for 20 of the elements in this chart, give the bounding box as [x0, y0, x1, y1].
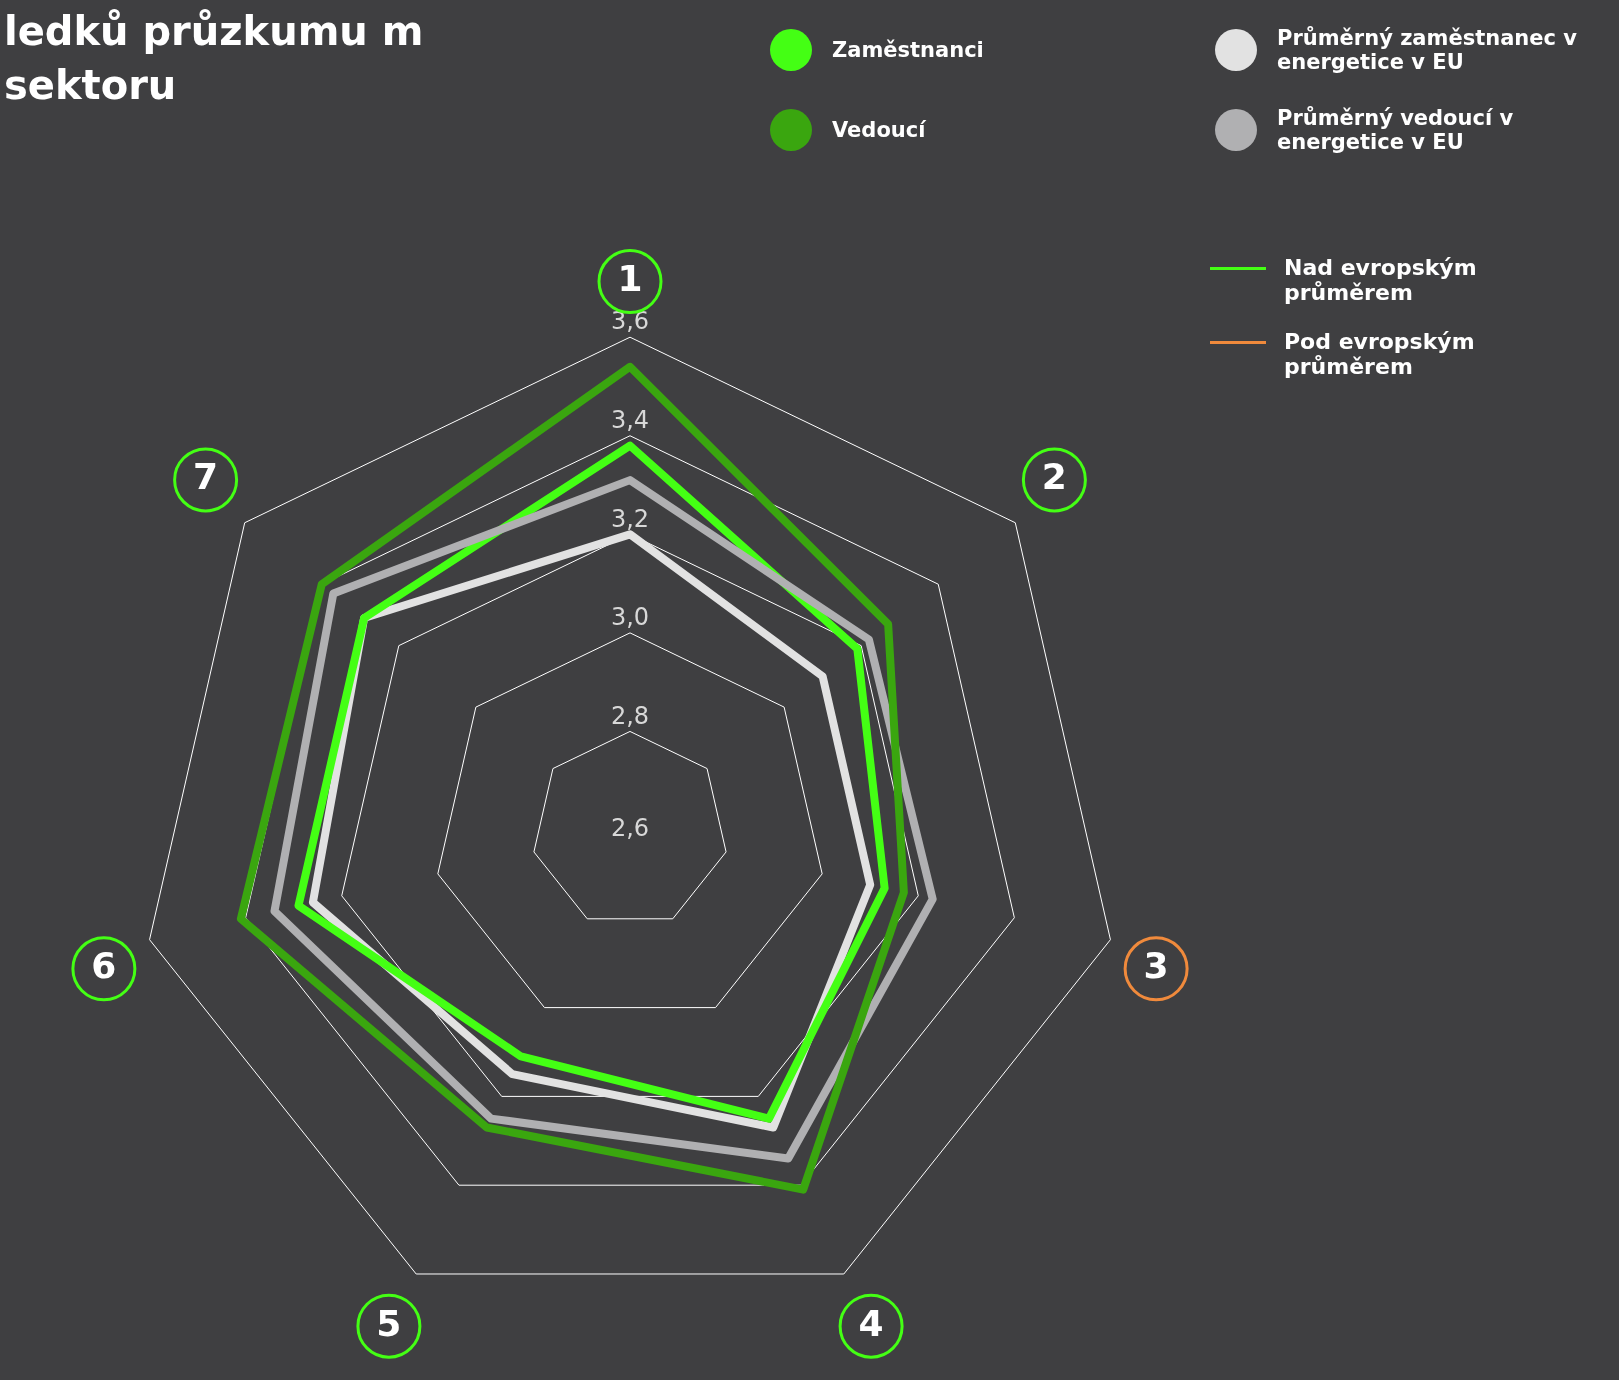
spoke-label: 4 — [858, 1302, 884, 1344]
spoke-label: 5 — [376, 1302, 402, 1344]
spoke-label: 1 — [617, 257, 643, 299]
legend-label: Zaměstnanci — [832, 38, 984, 62]
chart-title: ledků průzkumu m sektoru — [4, 7, 425, 110]
y-tick-label: 3,2 — [610, 504, 650, 533]
legend-label: Průměrný vedoucí v energetice v EU — [1277, 106, 1515, 154]
spoke-label: 3 — [1143, 945, 1169, 987]
spoke-label: 7 — [193, 456, 219, 498]
legend-label: Průměrný zaměstnanec v energetice v EU — [1277, 26, 1578, 74]
text: Nad evropským průměrem — [1284, 255, 1478, 305]
legend-label: Vedoucí — [832, 118, 926, 142]
spoke-label: 6 — [91, 945, 117, 987]
text: Pod evropským průměrem — [1284, 329, 1476, 379]
y-tick-label: 3,4 — [610, 405, 650, 434]
y-tick-label: 2,8 — [610, 701, 650, 730]
y-tick-label: 3,0 — [610, 603, 650, 632]
y-tick-label: 3,6 — [610, 307, 650, 336]
y-tick-label: 2,6 — [610, 814, 650, 843]
spoke-label: 2 — [1041, 456, 1067, 498]
